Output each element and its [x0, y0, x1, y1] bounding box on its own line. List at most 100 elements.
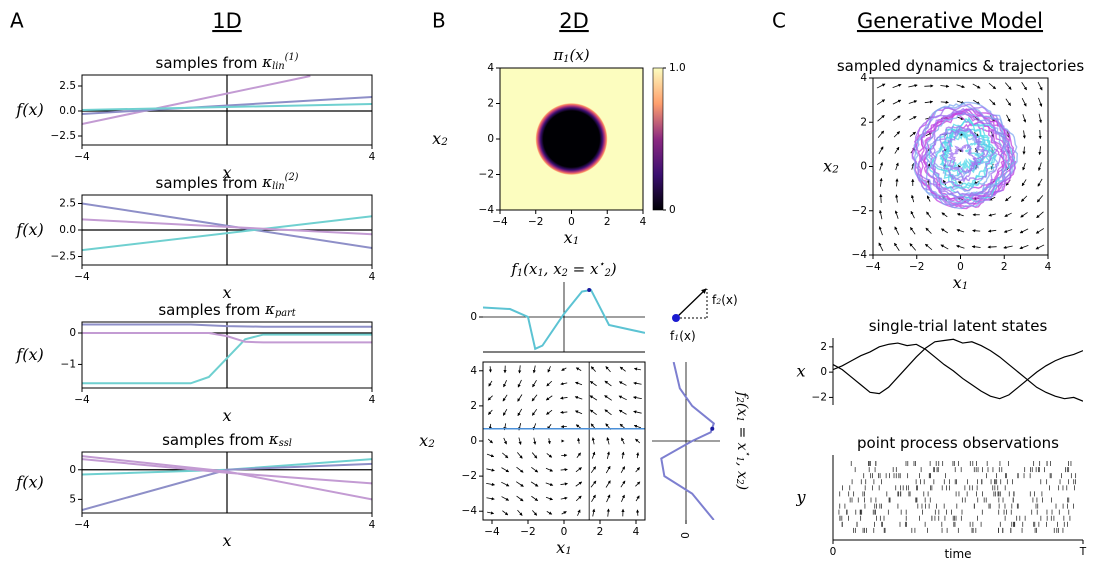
- series-line: [82, 455, 372, 501]
- flow-arrow: [1038, 97, 1043, 107]
- flow-arrow: [879, 193, 883, 204]
- label-part: x: [796, 361, 805, 380]
- flow-arrow: [503, 437, 507, 445]
- flow-arrow: [894, 146, 900, 154]
- flow-arrow: [589, 395, 598, 401]
- flow-arrow: [487, 511, 495, 515]
- flow-arrow: [910, 227, 916, 235]
- flow-arrow: [1037, 178, 1043, 187]
- flow-arrow: [501, 452, 509, 459]
- flow-arrow: [633, 367, 641, 371]
- flow-arrow: [517, 509, 523, 516]
- label-part: x: [556, 538, 565, 557]
- flow-arrow: [940, 84, 950, 88]
- chart-title: f2(x1 = x⋆1, x2): [734, 391, 752, 490]
- flow-arrow: [1005, 98, 1011, 106]
- colorbar-tick-label: 0: [669, 204, 676, 216]
- flow-arrow: [531, 394, 538, 402]
- label-part: point process observations: [857, 434, 1059, 452]
- plot-area: [652, 362, 720, 520]
- flow-arrow: [546, 380, 553, 387]
- flow-arrow: [910, 210, 915, 219]
- flow-arrow: [591, 437, 595, 445]
- y-tick-label: 0: [69, 327, 76, 339]
- flow-arrow: [1019, 228, 1029, 234]
- label-part: part: [275, 308, 296, 319]
- series-line: [82, 96, 372, 115]
- label-part: 1: [517, 268, 523, 279]
- trajectory: [911, 103, 1016, 207]
- flow-arrow: [516, 495, 524, 502]
- series-line: [833, 338, 1083, 402]
- label-part: κ: [261, 53, 272, 71]
- plot-area: [82, 75, 372, 145]
- y-axis-label: x2: [432, 129, 448, 149]
- x-axis-label: x1: [953, 273, 969, 293]
- flow-arrow: [635, 481, 641, 487]
- label-part: single-trial latent states: [869, 317, 1048, 335]
- flow-arrow: [1022, 114, 1027, 123]
- plot-area: [82, 195, 372, 265]
- flow-arrow: [518, 365, 522, 374]
- x-axis-label: x: [222, 163, 231, 182]
- flow-arrow: [635, 438, 641, 444]
- label-part: , x: [734, 462, 750, 479]
- flow-arrow: [878, 146, 884, 155]
- label-part: f: [510, 260, 519, 278]
- label-part: x: [222, 531, 231, 550]
- x-tick-label: 0: [568, 216, 575, 228]
- y-axis-label: f(x): [15, 345, 43, 364]
- flow-arrow: [531, 495, 539, 501]
- flow-arrow: [632, 396, 642, 400]
- label-part: f(x): [15, 345, 43, 364]
- flow-arrow: [972, 83, 981, 89]
- flow-arrow: [927, 179, 931, 186]
- flow-arrow: [574, 396, 583, 400]
- plot-area: [500, 68, 643, 210]
- flow-arrow: [618, 395, 627, 401]
- flow-arrow: [560, 496, 568, 500]
- label-part: (x): [721, 293, 737, 307]
- flow-arrow: [575, 367, 582, 371]
- flow-arrow: [1038, 129, 1042, 140]
- flow-arrow: [618, 381, 627, 386]
- label-part: x: [222, 283, 231, 302]
- y-tick-label: 2.5: [59, 197, 76, 209]
- flow-arrow: [486, 482, 496, 486]
- flow-arrow: [605, 465, 611, 474]
- flow-arrow: [561, 367, 567, 371]
- flow-arrow: [1003, 229, 1013, 233]
- x-tick-label: −4: [74, 151, 90, 163]
- flow-arrow: [894, 242, 900, 251]
- series-line: [82, 332, 372, 344]
- flow-arrow: [1020, 212, 1028, 218]
- label-part: 1: [734, 456, 744, 462]
- flow-arrow: [605, 480, 611, 488]
- trajectory: [913, 101, 1011, 210]
- flow-arrow: [879, 162, 883, 171]
- flow-arrow: [531, 408, 538, 416]
- y-tick-label: 4: [860, 72, 867, 84]
- label-part: ⋆: [742, 451, 752, 457]
- label-part: , x: [544, 260, 563, 278]
- label-part: ): [734, 484, 750, 490]
- flow-arrow: [878, 242, 884, 252]
- flow-arrow: [592, 508, 596, 517]
- y-tick-label: 2: [820, 341, 827, 353]
- label-part: κ: [268, 430, 279, 448]
- flow-arrow: [486, 497, 495, 501]
- flow-arrow: [619, 366, 626, 372]
- flow-arrow: [893, 115, 901, 121]
- trajectory: [947, 127, 999, 182]
- x-tick-label: 4: [369, 519, 376, 531]
- y-axis-label: x2: [823, 156, 839, 176]
- flow-arrow: [516, 466, 524, 473]
- y-tick-label: −1: [61, 358, 76, 370]
- chart-title: single-trial latent states: [869, 317, 1048, 335]
- flow-arrow: [517, 452, 523, 459]
- x-axis-label: x: [222, 531, 231, 550]
- label-part: (x): [569, 46, 589, 64]
- flow-arrow: [956, 84, 965, 89]
- label-part: f(x): [15, 220, 43, 239]
- column-header: 2D: [559, 9, 589, 33]
